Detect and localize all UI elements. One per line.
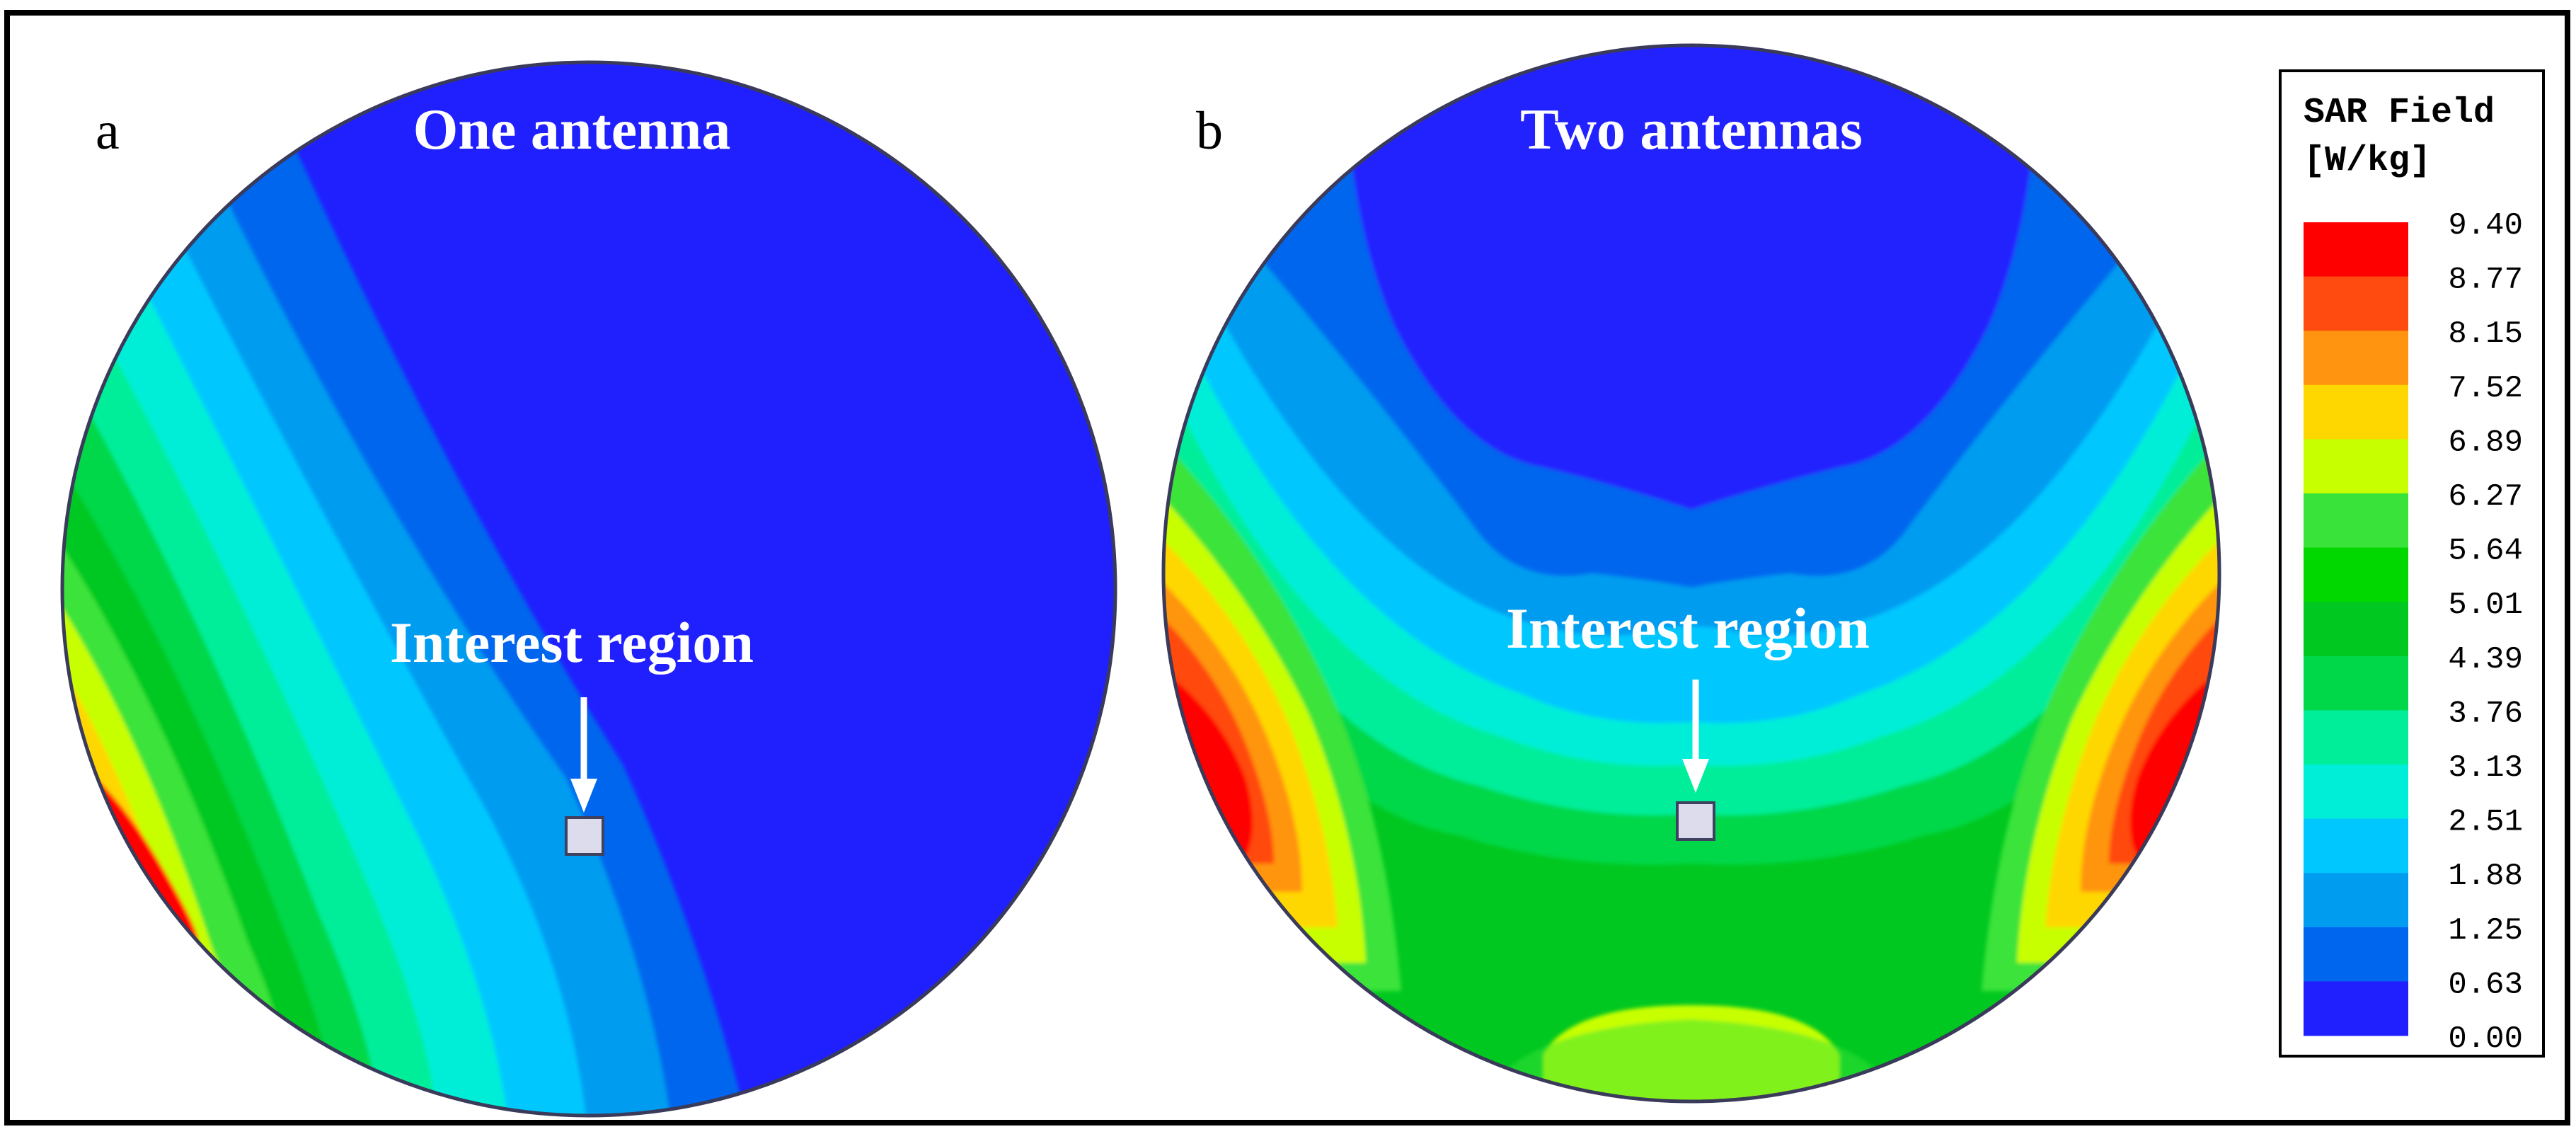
legend-level-label: 9.40 <box>2448 208 2523 244</box>
legend-swatch <box>2304 818 2408 874</box>
legend-swatches <box>2304 222 2408 1036</box>
legend-swatch <box>2304 655 2408 711</box>
panel-b-letter: b <box>1196 101 1223 161</box>
legend-level-label: 2.51 <box>2448 805 2523 840</box>
legend-swatch <box>2304 927 2408 982</box>
panel-a-letter: a <box>96 101 120 161</box>
legend-swatch <box>2304 439 2408 494</box>
legend-level-label: 3.76 <box>2448 696 2523 731</box>
legend-swatch <box>2304 981 2408 1036</box>
legend-level-label: 8.77 <box>2448 263 2523 298</box>
legend-title: SAR Field <box>2304 93 2495 133</box>
legend-level-label: 5.01 <box>2448 588 2523 623</box>
panel-a-arrow-head <box>570 779 597 813</box>
legend-level-label: 3.13 <box>2448 750 2523 786</box>
panel-a-phantom-outline <box>60 60 1117 1118</box>
legend-level-label: 6.89 <box>2448 425 2523 460</box>
legend-swatch <box>2304 873 2408 928</box>
legend-level-label: 0.63 <box>2448 967 2523 1002</box>
legend-level-label: 1.25 <box>2448 913 2523 949</box>
legend-swatch <box>2304 547 2408 602</box>
legend-swatch <box>2304 493 2408 549</box>
legend-swatch <box>2304 331 2408 386</box>
legend-swatch <box>2304 602 2408 657</box>
legend-swatch <box>2304 222 2408 277</box>
legend-swatch <box>2304 276 2408 331</box>
panel-b-interest-box <box>1676 801 1715 841</box>
panel-a-interest-box <box>565 816 604 856</box>
panel-a-interest-label: Interest region <box>390 610 754 675</box>
sar-legend: SAR Field [W/kg] 9.40 8.77 8.15 7.52 6.89 6.2… <box>2279 69 2545 1058</box>
panel-b-title: Two antennas <box>1520 97 1863 161</box>
legend-level-label: 4.39 <box>2448 642 2523 677</box>
legend-swatch <box>2304 710 2408 765</box>
legend-unit: [W/kg] <box>2304 141 2431 181</box>
panel-b-phantom-outline <box>1161 43 2221 1104</box>
legend-level-label: 8.15 <box>2448 316 2523 352</box>
panel-b-interest-label: Interest region <box>1506 596 1870 660</box>
legend-level-label: 1.88 <box>2448 859 2523 894</box>
legend-level-label: 6.27 <box>2448 479 2523 515</box>
legend-level-label: 7.52 <box>2448 371 2523 406</box>
legend-labels: 9.40 8.77 8.15 7.52 6.89 6.27 5.64 5.01 4.39 3.76… <box>2448 208 2523 1057</box>
legend-level-label: 5.64 <box>2448 534 2523 569</box>
panel-a-title: One antenna <box>413 97 731 161</box>
legend-swatch <box>2304 384 2408 440</box>
legend-swatch <box>2304 764 2408 820</box>
legend-level-label: 0.00 <box>2448 1021 2523 1057</box>
panel-b-sar-map <box>1163 45 2219 1101</box>
panel-b-arrow-head <box>1682 759 1709 793</box>
panel-b: b Two antennas Interest region <box>1161 43 2221 1104</box>
